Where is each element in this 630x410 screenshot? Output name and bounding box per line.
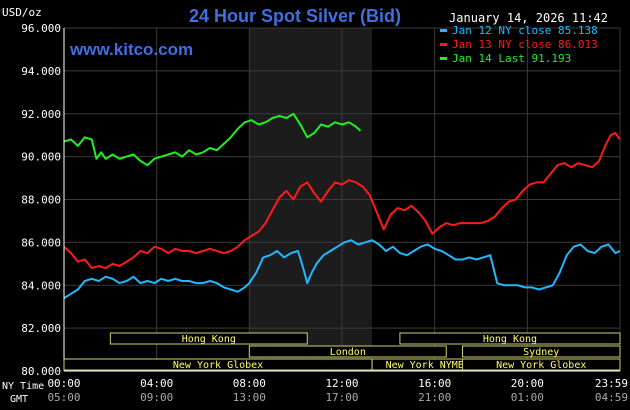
- session-bar: [248, 345, 447, 358]
- ny-time-row-label: NY Time: [2, 381, 44, 392]
- x-tick-label-gmt: 13:00: [233, 391, 266, 404]
- x-tick-label-ny: 20:00: [511, 377, 544, 390]
- session-label: Hong Kong: [483, 334, 537, 345]
- x-tick-label-gmt: 09:00: [140, 391, 173, 404]
- y-tick-label: 84.000: [21, 279, 61, 292]
- session-label: New York NYMEX: [386, 360, 470, 371]
- series-line-3: [63, 112, 362, 167]
- x-tick-label-gmt: 21:00: [418, 391, 451, 404]
- y-tick-label: 90.000: [21, 151, 61, 164]
- x-tick-label-ny: 12:00: [325, 377, 358, 390]
- y-axis-label: USD/oz: [2, 6, 42, 19]
- x-tick-label-ny: 16:00: [418, 377, 451, 390]
- session-label: London: [330, 347, 366, 358]
- legend-swatch: [440, 29, 447, 32]
- series-line-2: [63, 132, 621, 270]
- y-tick-label: 82.000: [21, 322, 61, 335]
- legend-entry: Jan 12 NY close 85.138: [452, 24, 598, 37]
- series-line-1: [63, 239, 621, 299]
- session-bar: [461, 345, 621, 358]
- x-tick-label-gmt: 04:59: [595, 391, 628, 404]
- session-bar: [109, 332, 308, 345]
- session-label: New York Globex: [496, 360, 586, 371]
- x-tick-label-gmt: 05:00: [47, 391, 80, 404]
- x-tick-label-gmt: 01:00: [511, 391, 544, 404]
- session-label: New York Globex: [173, 360, 263, 371]
- y-tick-label: 88.000: [21, 194, 61, 207]
- x-tick-label-ny: 04:00: [140, 377, 173, 390]
- x-tick-label-ny: 08:00: [233, 377, 266, 390]
- y-tick-label: 80.000: [21, 365, 61, 378]
- session-label: Sydney: [523, 347, 559, 358]
- chart-title: 24 Hour Spot Silver (Bid): [189, 6, 401, 26]
- session-bar: [399, 332, 621, 345]
- y-tick-label: 96.000: [21, 22, 61, 35]
- legend-swatch: [440, 43, 447, 46]
- y-tick-label: 94.000: [21, 65, 61, 78]
- session-bar: [461, 358, 621, 371]
- x-tick-label-ny: 23:59: [595, 377, 628, 390]
- legend-entry: Jan 13 NY close 86.013: [452, 38, 598, 51]
- legend-swatch: [440, 57, 447, 60]
- y-tick-label: 86.000: [21, 236, 61, 249]
- y-tick-label: 92.000: [21, 108, 61, 121]
- x-tick-label-gmt: 17:00: [325, 391, 358, 404]
- session-label: Hong Kong: [182, 334, 236, 345]
- legend-entry: Jan 14 Last 91.193: [452, 52, 571, 65]
- gmt-row-label: GMT: [10, 394, 28, 405]
- chart-timestamp: January 14, 2026 11:42: [449, 11, 608, 25]
- x-tick-label-ny: 00:00: [47, 377, 80, 390]
- watermark-text: www.kitco.com: [69, 40, 193, 59]
